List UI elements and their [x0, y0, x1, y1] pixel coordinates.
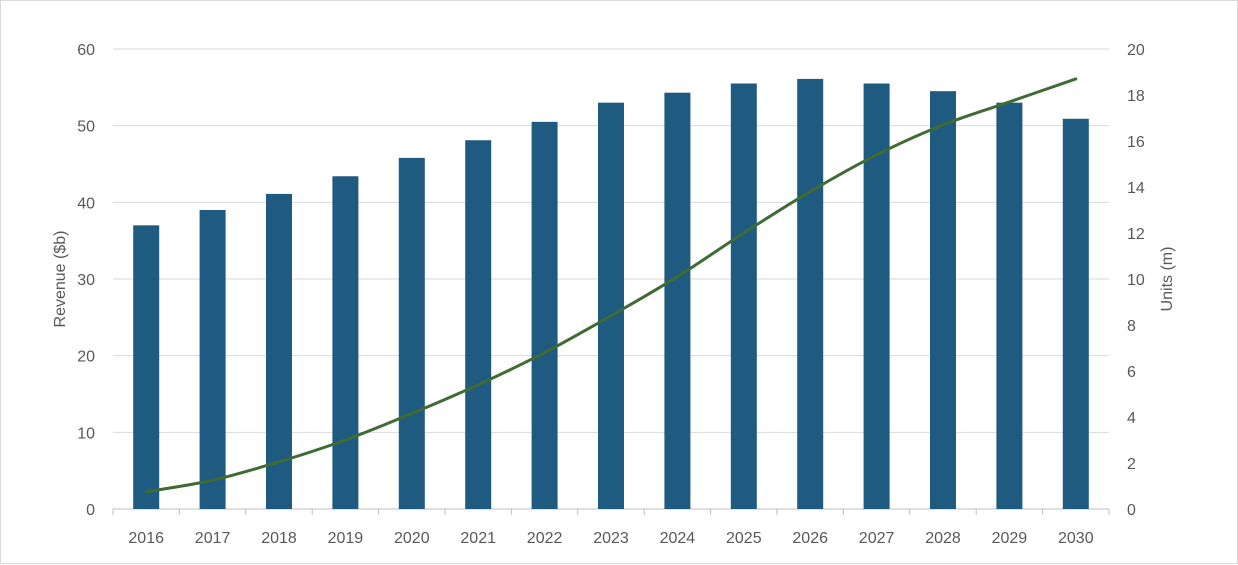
- right-tick-label: 4: [1127, 410, 1136, 427]
- right-axis-title: Units (m): [1159, 247, 1176, 312]
- x-tick-label: 2030: [1058, 530, 1094, 547]
- bar-2024: [664, 92, 691, 509]
- right-tick-label: 8: [1127, 318, 1136, 335]
- x-tick-label: 2029: [992, 530, 1028, 547]
- bar-2030: [1062, 118, 1089, 510]
- x-axis-ticks: 2016 2017 2018 2019 2020 2021 2022 2023 2024 2025…: [128, 530, 1093, 547]
- x-tick-label: 2028: [925, 530, 961, 547]
- x-tick-label: 2018: [261, 530, 297, 547]
- left-tick-label: 40: [77, 195, 95, 212]
- bar-2029: [996, 102, 1023, 510]
- left-tick-label: 0: [86, 502, 95, 519]
- right-tick-label: 18: [1127, 88, 1145, 105]
- right-tick-label: 16: [1127, 134, 1145, 151]
- right-axis-ticks: 0 2 4 6 8 10 12 14 16 18 20: [1127, 42, 1145, 519]
- left-tick-label: 20: [77, 349, 95, 366]
- right-tick-label: 10: [1127, 272, 1145, 289]
- bar-2025: [730, 83, 757, 509]
- bar-2020: [398, 157, 425, 509]
- x-tick-label: 2020: [394, 530, 430, 547]
- left-axis-ticks: 0 10 20 30 40 50 60: [77, 42, 95, 519]
- left-axis-title: Revenue ($b): [52, 231, 69, 328]
- left-tick-label: 10: [77, 425, 95, 442]
- bar-2027: [863, 83, 890, 509]
- x-tick-label: 2027: [859, 530, 895, 547]
- bar-2021: [465, 140, 492, 509]
- right-tick-label: 0: [1127, 502, 1136, 519]
- bar-2026: [797, 78, 824, 510]
- right-tick-label: 20: [1127, 42, 1145, 59]
- x-tick-label: 2016: [128, 530, 164, 547]
- left-tick-label: 60: [77, 42, 95, 59]
- x-tick-label: 2023: [593, 530, 629, 547]
- line-series: [144, 77, 1078, 494]
- bar-2016: [133, 225, 160, 510]
- right-tick-label: 6: [1127, 364, 1136, 381]
- left-tick-label: 50: [77, 119, 95, 136]
- x-tick-label: 2022: [527, 530, 563, 547]
- x-tick-label: 2024: [660, 530, 696, 547]
- x-tick-label: 2019: [328, 530, 364, 547]
- bar-series: [133, 78, 1089, 510]
- bar-2018: [266, 193, 292, 509]
- units-line: [144, 77, 1078, 494]
- bar-2019: [332, 176, 359, 509]
- bar-2023: [598, 102, 624, 510]
- x-tick-label: 2026: [792, 530, 828, 547]
- bar-2017: [199, 210, 226, 509]
- bar-2028: [930, 91, 956, 510]
- x-tick-label: 2021: [460, 530, 496, 547]
- right-tick-label: 12: [1127, 226, 1145, 243]
- right-tick-label: 14: [1127, 180, 1145, 197]
- x-tick-label: 2025: [726, 530, 762, 547]
- x-tick-label: 2017: [195, 530, 231, 547]
- right-tick-label: 2: [1127, 456, 1136, 473]
- left-tick-label: 30: [77, 272, 95, 289]
- bar-2022: [531, 121, 558, 509]
